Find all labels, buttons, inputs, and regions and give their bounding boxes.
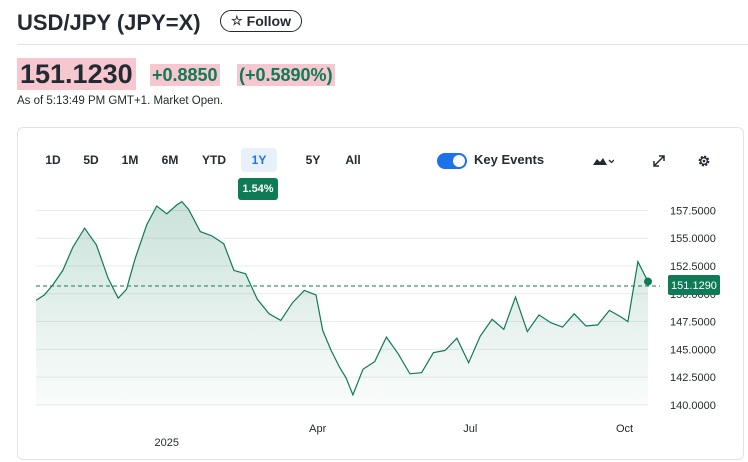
chart-card: 1D 5D 1M 6M YTD 1Y 5Y All 1.54% Key Even… <box>17 127 744 460</box>
x-tick-label: Oct <box>616 423 633 435</box>
price-change: +0.8850 <box>150 64 220 86</box>
expand-icon <box>653 155 665 167</box>
settings-button[interactable] <box>693 152 715 170</box>
range-ytd[interactable]: YTD <box>202 153 226 167</box>
toggle-knob <box>453 155 465 167</box>
gear-icon <box>698 155 710 167</box>
mountain-chart-icon <box>593 158 614 165</box>
range-5d[interactable]: 5D <box>83 153 99 167</box>
x-tick-label: Jul <box>463 423 477 435</box>
range-1y[interactable]: 1Y <box>241 148 277 172</box>
series-area <box>36 201 648 406</box>
range-6m[interactable]: 6M <box>161 153 179 167</box>
header-divider <box>17 44 748 45</box>
page-title: USD/JPY (JPY=X) <box>17 10 201 35</box>
follow-label: Follow <box>246 13 291 29</box>
x-tick-label: 2025 <box>155 437 179 449</box>
last-value-label: 151.1290 <box>671 280 717 292</box>
y-tick-label: 142.5000 <box>670 372 716 384</box>
y-tick-label: 140.0000 <box>670 400 716 412</box>
key-events-label: Key Events <box>474 152 545 167</box>
chart-type-button[interactable] <box>592 152 614 170</box>
series-line <box>35 200 649 397</box>
x-tick-label: Apr <box>309 423 326 435</box>
expand-button[interactable] <box>648 152 670 170</box>
star-icon: ☆ <box>231 13 243 28</box>
price-change-percent: (+0.5890%) <box>237 64 335 86</box>
range-all[interactable]: All <box>345 153 361 167</box>
y-tick-label: 145.0000 <box>670 344 716 356</box>
current-price: 151.1230 <box>17 58 136 90</box>
last-point-marker <box>644 277 652 286</box>
range-change-badge: 1.54% <box>238 178 278 200</box>
y-tick-label: 155.0000 <box>670 233 716 245</box>
chevron-down-icon <box>608 159 614 164</box>
y-tick-label: 157.5000 <box>670 205 716 217</box>
last-value-box <box>668 275 720 295</box>
y-tick-label: 152.5000 <box>670 261 716 273</box>
range-1d[interactable]: 1D <box>45 153 61 167</box>
y-tick-label: 147.5000 <box>670 317 716 329</box>
range-1m[interactable]: 1M <box>121 153 139 167</box>
quote-header: USD/JPY (JPY=X) ☆ Follow <box>17 8 748 40</box>
price-chart[interactable]: 157.5000155.0000152.5000150.0000147.5000… <box>18 188 743 460</box>
as-of-timestamp: As of 5:13:49 PM GMT+1. Market Open. <box>17 95 224 107</box>
key-events-toggle[interactable] <box>437 153 467 169</box>
range-5y[interactable]: 5Y <box>305 153 321 167</box>
follow-button[interactable]: ☆ Follow <box>220 10 302 32</box>
